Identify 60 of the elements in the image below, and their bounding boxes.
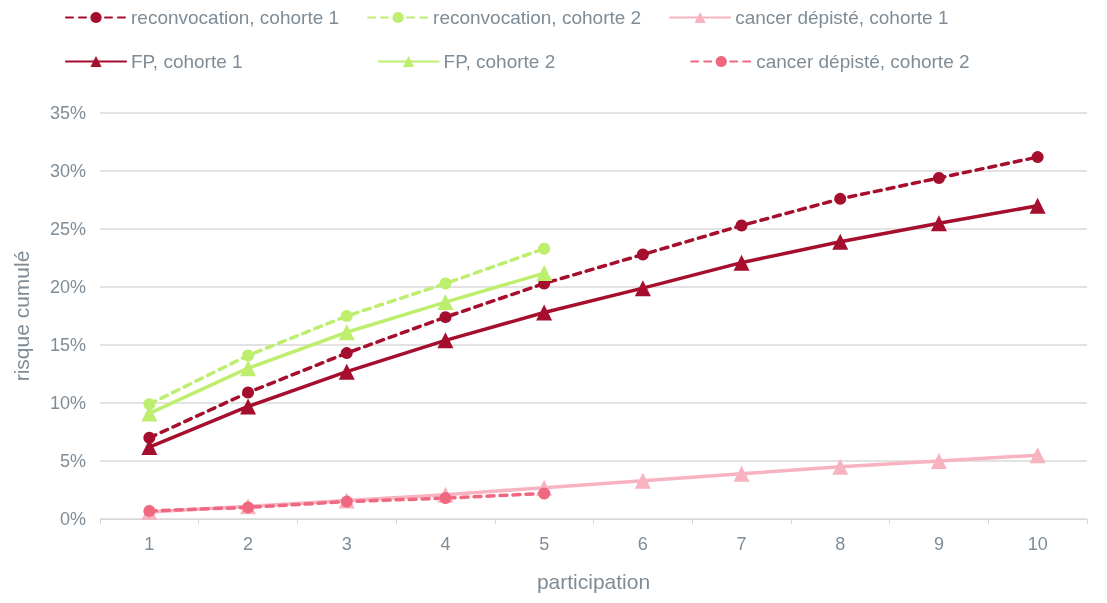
y-tick-label: 15% [49, 335, 86, 355]
x-tick-label: 7 [736, 534, 747, 554]
x-tick-label: 8 [835, 534, 846, 554]
legend-label: reconvocation, cohorte 1 [131, 7, 340, 28]
point [242, 386, 255, 399]
x-tick-label: 5 [539, 534, 550, 554]
point [340, 347, 353, 360]
point [240, 360, 257, 377]
y-axis-title: risque cumulé [10, 250, 33, 382]
point [735, 219, 748, 232]
point [240, 398, 257, 415]
point [338, 324, 355, 341]
point [143, 504, 156, 517]
point [340, 310, 353, 322]
point [538, 487, 551, 500]
point [536, 304, 553, 321]
point [636, 248, 649, 261]
x-tick-label: 2 [243, 534, 254, 554]
y-tick-label: 30% [49, 161, 86, 181]
point [932, 171, 945, 184]
point [733, 254, 750, 271]
point [439, 311, 452, 324]
legend-label: cancer dépisté, cohorte 1 [735, 7, 949, 28]
point [338, 363, 355, 380]
point [832, 458, 849, 475]
point [538, 242, 551, 255]
x-tick-label: 3 [341, 534, 352, 554]
point [437, 332, 454, 349]
point [930, 453, 947, 469]
y-tick-label: 10% [49, 393, 86, 413]
point [1029, 197, 1046, 214]
x-axis-title: participation [536, 570, 651, 593]
point [832, 233, 849, 250]
point [733, 465, 750, 482]
point [930, 215, 947, 232]
legend-label: FP, cohorte 2 [443, 51, 556, 72]
point [143, 398, 156, 411]
point [1029, 447, 1046, 464]
point [242, 349, 255, 362]
x-tick-label: 9 [933, 534, 944, 554]
x-tick-label: 6 [637, 534, 648, 554]
point [439, 277, 452, 290]
point [439, 492, 452, 505]
point [634, 472, 651, 489]
point [634, 280, 651, 297]
y-tick-label: 20% [49, 277, 86, 297]
x-tick-label: 4 [440, 534, 451, 554]
x-tick-label: 10 [1027, 534, 1048, 554]
y-tick-label: 35% [49, 103, 86, 123]
legend-label: reconvocation, cohorte 2 [433, 7, 642, 28]
y-tick-label: 5% [59, 451, 86, 471]
y-tick-label: 25% [49, 219, 86, 239]
point [536, 265, 553, 282]
x-tick-label: 1 [144, 534, 155, 554]
legend-label: cancer dépisté, cohorte 2 [756, 51, 970, 72]
y-tick-label: 0% [59, 509, 86, 529]
legend-label: FP, cohorte 1 [131, 51, 243, 72]
point [437, 294, 454, 311]
point [1031, 151, 1044, 164]
point [834, 192, 847, 205]
